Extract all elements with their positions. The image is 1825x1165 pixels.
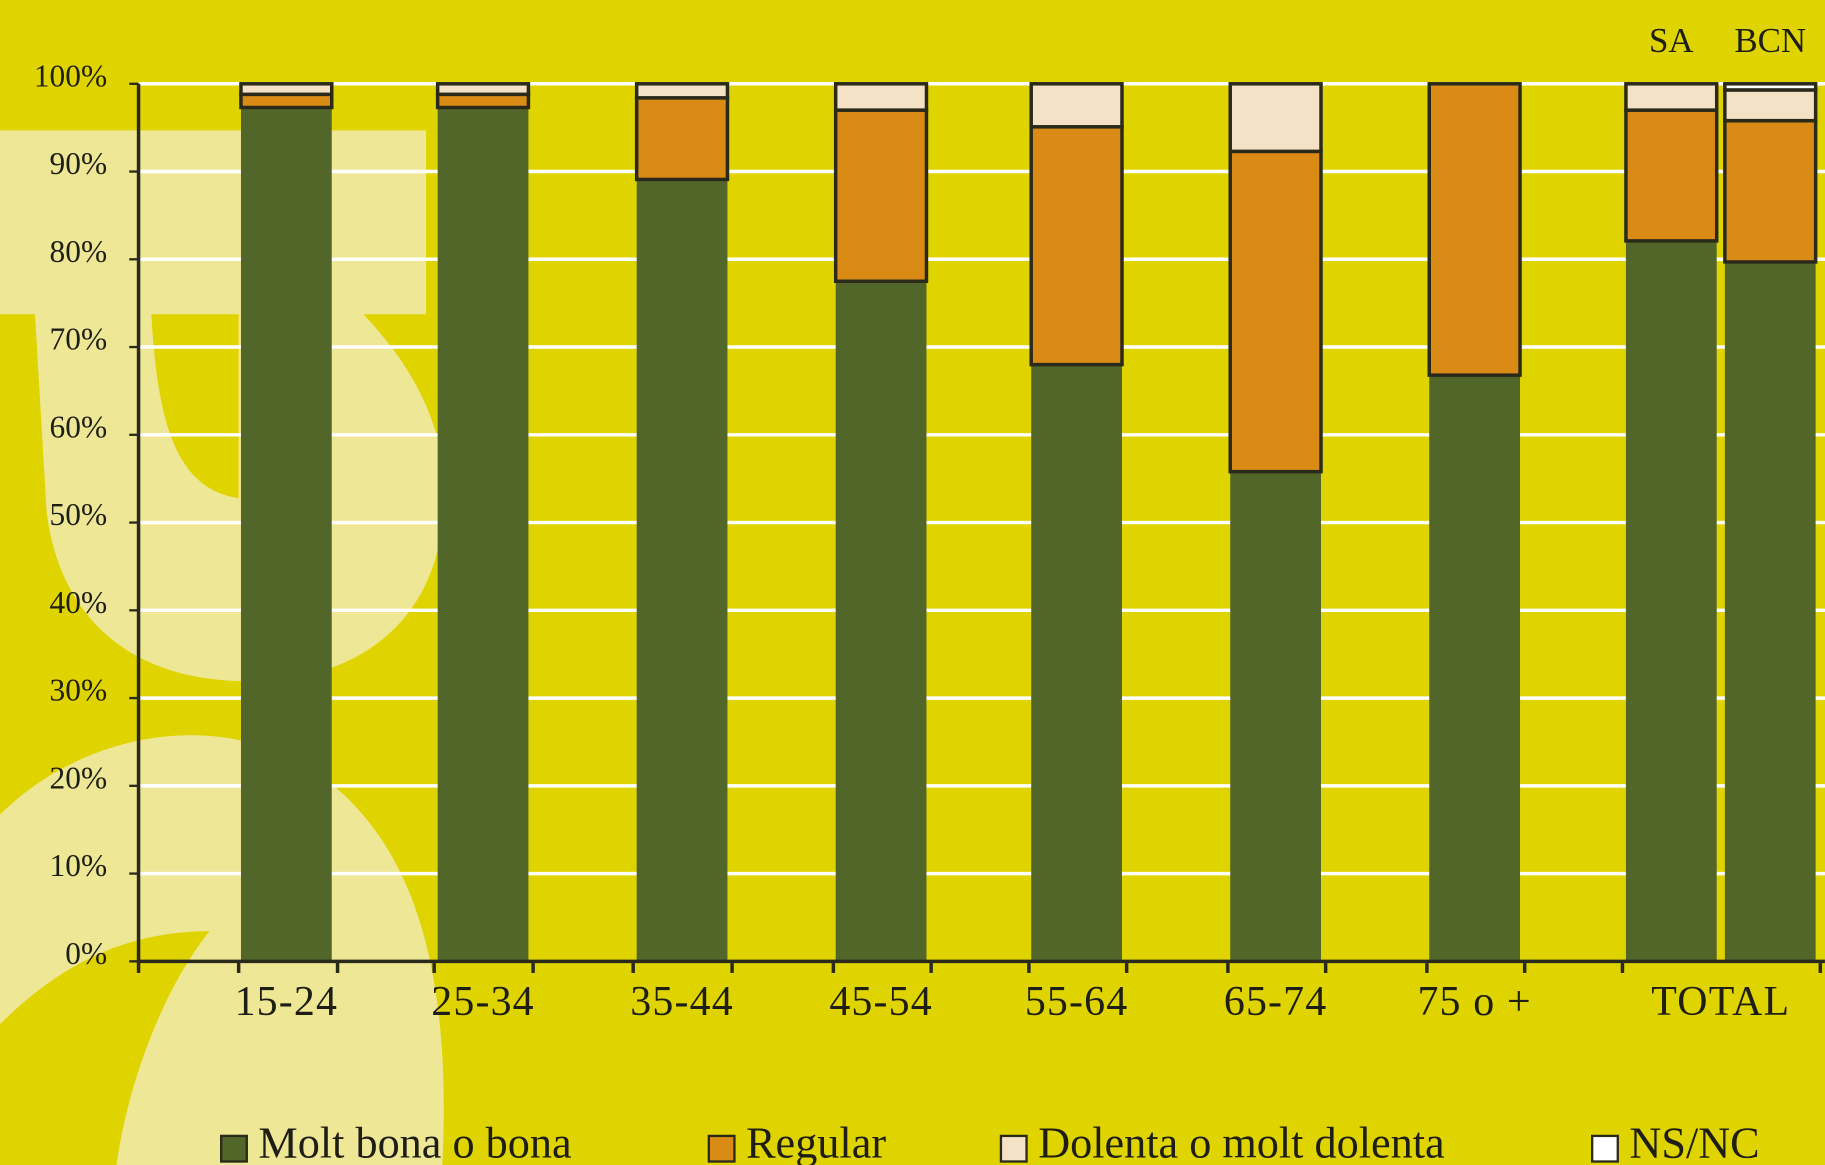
bar-segment [1724,261,1816,962]
bar-label: SA [1649,21,1694,60]
bar-segment [636,179,728,962]
bar-segment [1723,82,1818,92]
legend-label: Dolenta o molt dolenta [1038,1119,1445,1165]
bar-segment [1230,471,1322,962]
bar-segment [1031,364,1122,962]
bar-segment [1625,240,1717,962]
bar-segment [1228,149,1323,474]
legend-label: Regular [746,1119,886,1165]
bar-segment [1029,125,1124,367]
legend-label: Molt bona o bona [258,1119,572,1165]
y-tick-label: 70% [50,322,108,357]
legend-swatch [999,1134,1028,1163]
y-tick-label: 20% [50,760,108,795]
bar-segment [1029,82,1124,129]
y-tick-label: 50% [50,497,108,532]
y-tick-label: 40% [50,585,108,620]
y-tick-label: 90% [50,146,108,181]
bar-segment [634,82,730,100]
y-tick-label: 30% [50,673,108,708]
bar-segment [1624,108,1719,243]
y-tick-label: 0% [65,936,107,971]
bar-segment [239,82,334,97]
bar-segment [1723,118,1818,264]
bar-segment [1429,375,1521,962]
bar-segment [634,96,730,182]
bar-segment [1723,88,1818,123]
bar-segment [833,82,929,112]
bar-segment [240,107,332,962]
x-tick-label: 35-44 [630,979,734,1025]
bar-segment [1624,82,1719,112]
x-tick-label: 45-54 [829,979,933,1025]
bar-segment [435,82,531,97]
bar-segment [835,281,927,962]
bar-segment [833,108,929,283]
y-tick-label: 60% [50,409,108,444]
legend-swatch [220,1134,248,1163]
bar-segment [1228,82,1323,154]
legend-swatch [707,1134,736,1163]
x-tick-label: 15-24 [235,979,339,1025]
x-tick-label: TOTAL [1651,979,1790,1025]
bar-segment [239,92,334,110]
bar-segment [435,92,531,110]
bar-label: BCN [1734,21,1806,60]
x-tick-label: 75 o + [1417,979,1531,1025]
background-decoration [0,130,445,1165]
x-tick-label: 25-34 [431,979,535,1025]
x-tick-label: 65-74 [1224,979,1328,1025]
y-tick-label: 10% [50,848,108,883]
bar-segment [437,107,529,962]
y-tick-label: 80% [50,234,108,269]
x-tick-label: 55-64 [1025,979,1129,1025]
legend-swatch [1591,1134,1619,1163]
bar-segment [1427,82,1522,377]
legend-label: NS/NC [1629,1119,1759,1165]
y-tick-label: 100% [34,58,107,93]
